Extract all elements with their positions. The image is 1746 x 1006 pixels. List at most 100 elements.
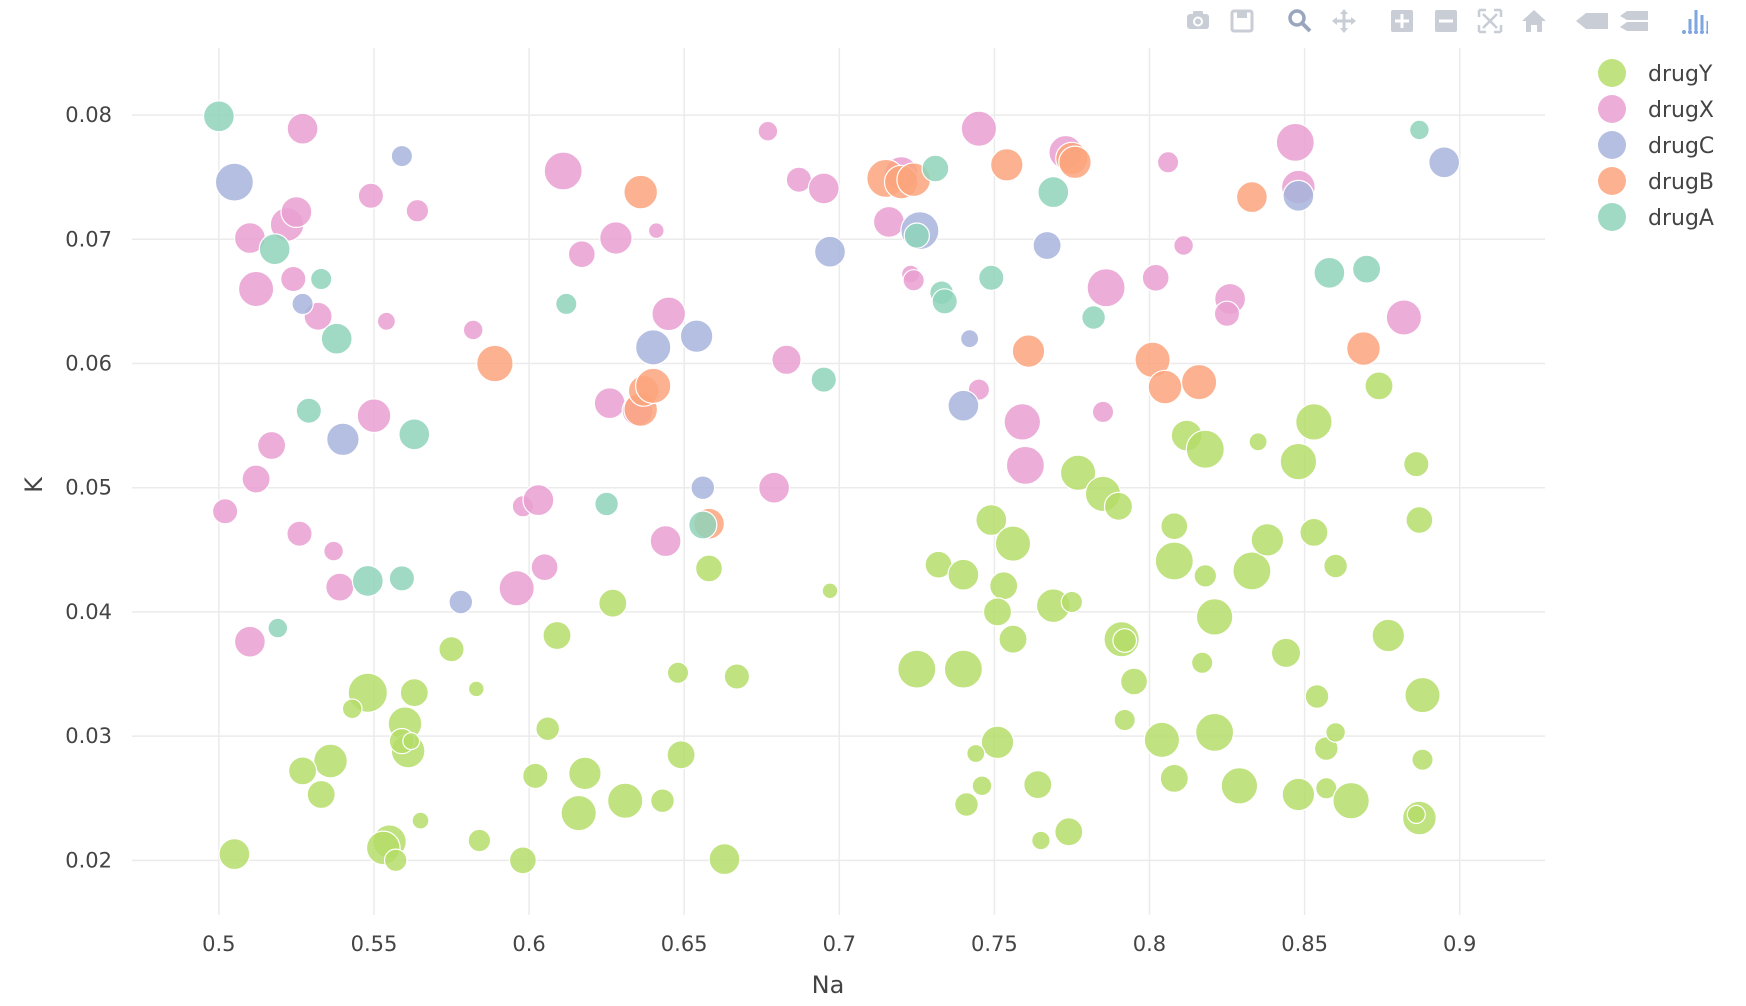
data-point-drugY (994, 525, 1032, 562)
compare-hover-icon (1620, 11, 1648, 31)
data-point-drugX (280, 196, 313, 229)
x-axis-ticks: 0.5 0.55 0.6 0.65 0.7 0.75 0.8 0.85 0.9 (202, 932, 1476, 956)
data-point-drugX (771, 344, 802, 375)
data-point-drugY (989, 571, 1019, 601)
data-point-drugY (943, 649, 984, 689)
pan-button[interactable] (1322, 4, 1366, 38)
x-tick-label: 0.85 (1281, 932, 1328, 956)
data-point-drugA (921, 154, 950, 183)
modebar-group (1176, 4, 1264, 38)
legend-item-drugB[interactable]: drugB (1598, 167, 1714, 195)
data-point-drugC (959, 329, 980, 349)
data-point-drugX (647, 222, 665, 240)
data-point-drugC (813, 235, 846, 268)
data-point-drugY (402, 732, 421, 751)
spike-lines-button[interactable] (1570, 4, 1614, 38)
data-point-drugY (1404, 676, 1441, 714)
data-point-drugX (1091, 400, 1115, 424)
data-point-drugC (690, 475, 716, 501)
data-point-drugY (897, 649, 937, 689)
data-point-drugB (623, 174, 659, 210)
data-point-drugX (1003, 403, 1042, 441)
data-point-drugX (405, 198, 430, 223)
data-point-drugX (376, 311, 396, 331)
data-point-drugY (1031, 830, 1051, 851)
y-tick-label: 0.02 (65, 848, 112, 872)
data-point-drugB (1011, 334, 1046, 368)
data-point-drugY (1060, 590, 1084, 614)
legend-marker (1598, 95, 1626, 123)
data-point-drugC (326, 422, 360, 457)
data-point-drugX (1141, 263, 1170, 292)
autoscale-button[interactable] (1468, 4, 1512, 38)
data-point-drugA (1081, 305, 1106, 330)
data-point-drugY (1411, 748, 1434, 771)
data-point-drugY (399, 678, 429, 708)
legend-item-drugA[interactable]: drugA (1598, 203, 1714, 231)
data-point-drugA (555, 292, 578, 316)
data-point-drugA (1408, 119, 1430, 141)
data-point-drugB (1346, 331, 1381, 367)
data-point-drugX (1086, 268, 1126, 308)
data-point-drugY (1119, 667, 1148, 696)
data-point-drugY (411, 811, 430, 830)
y-tick-label: 0.08 (65, 103, 112, 127)
legend-item-drugX[interactable]: drugX (1598, 95, 1714, 123)
y-tick-label: 0.06 (65, 351, 112, 375)
data-point-drugA (903, 222, 931, 249)
data-point-drugY (1325, 722, 1346, 743)
data-point-drugY (1220, 766, 1259, 805)
data-point-drugB (1147, 369, 1183, 405)
data-point-drugX (567, 240, 596, 269)
data-point-drugY (666, 740, 696, 770)
data-point-drugX (462, 319, 484, 341)
data-point-drugC (1282, 179, 1315, 212)
home-button[interactable] (1512, 4, 1556, 38)
data-point-drugY (508, 846, 537, 875)
data-point-drugY (607, 782, 644, 819)
data-point-drugY (1270, 637, 1302, 669)
data-point-drugY (1159, 763, 1189, 794)
compare-hover-button[interactable] (1614, 4, 1658, 38)
plotly-logo-button[interactable] (1672, 4, 1716, 38)
legend-item-drugC[interactable]: drugC (1598, 131, 1714, 159)
data-point-drugY (1185, 429, 1225, 469)
data-point-drugY (1405, 506, 1434, 535)
data-point-drugC (1032, 230, 1062, 261)
data-point-drugY (1059, 454, 1097, 491)
data-point-drugY (1143, 721, 1181, 759)
zoom-button[interactable] (1278, 4, 1322, 38)
data-point-drugY (288, 756, 318, 786)
data-point-drugY (313, 743, 348, 779)
data-point-drugY (694, 554, 723, 583)
y-tick-label: 0.05 (65, 476, 112, 500)
data-point-drugC (635, 329, 672, 366)
data-point-drugY (341, 698, 363, 720)
x-tick-label: 0.65 (661, 932, 708, 956)
data-point-drugY (383, 848, 408, 873)
data-point-drugY (522, 762, 549, 790)
data-point-drugA (1351, 254, 1382, 284)
legend-marker (1598, 131, 1626, 159)
data-point-drugY (1371, 618, 1406, 653)
zoom-in-button[interactable] (1380, 4, 1424, 38)
data-point-drugX (1173, 235, 1194, 256)
modebar (1176, 4, 1730, 38)
spike-lines-icon (1576, 13, 1608, 29)
save-button[interactable] (1220, 4, 1264, 38)
data-point-drugY (1103, 491, 1134, 521)
legend-item-drugY[interactable]: drugY (1598, 59, 1713, 87)
data-point-drugA (1037, 176, 1070, 209)
data-point-drugC (214, 162, 254, 202)
scatter-points (202, 100, 1461, 876)
camera-button[interactable] (1176, 4, 1220, 38)
zoom-out-button[interactable] (1424, 4, 1468, 38)
data-point-drugY (1193, 564, 1218, 588)
legend-label: drugX (1648, 98, 1714, 123)
data-point-drugB (476, 344, 514, 383)
x-tick-label: 0.8 (1133, 932, 1166, 956)
data-point-drugC (448, 589, 474, 615)
legend-marker (1598, 59, 1626, 87)
data-point-drugA (931, 288, 958, 315)
